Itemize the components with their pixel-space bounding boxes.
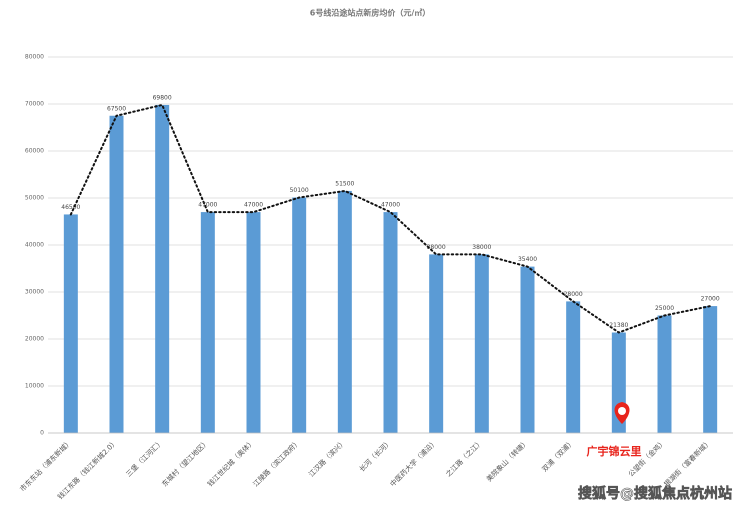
value-label: 35400 [518, 256, 537, 263]
x-tick-label: 市东东站（浦东新城） [18, 437, 74, 493]
watermark: 搜狐号@搜狐焦点杭州站 [578, 485, 732, 502]
x-tick-label: 之江路（之江） [444, 437, 485, 478]
x-tick-label: 三堡（江河汇） [124, 437, 165, 478]
bar [474, 254, 489, 433]
y-tick-label: 30000 [25, 289, 44, 296]
bar [337, 190, 352, 433]
y-tick-label: 60000 [25, 148, 44, 155]
x-tick-label: 中医药大学（浦沿） [388, 437, 439, 488]
x-tick-label: 江汉路（滨兴） [307, 437, 348, 478]
y-tick-label: 10000 [25, 383, 44, 390]
location-pin [614, 402, 630, 424]
value-label: 47000 [381, 202, 400, 209]
bar [109, 115, 124, 433]
y-tick-label: 70000 [25, 101, 44, 108]
value-label: 51500 [335, 180, 354, 187]
bar [200, 212, 215, 433]
bar [566, 301, 581, 433]
x-tick-label: 长河（长河） [357, 437, 393, 473]
bar [246, 212, 261, 433]
chart-title: 6号线沿途站点新房均价（元/㎡） [310, 8, 431, 18]
value-label: 21380 [609, 322, 628, 329]
x-tick-label: 美院象山（转塘） [484, 437, 530, 483]
trend-line [69, 103, 712, 334]
bar [383, 212, 398, 433]
value-label: 27000 [701, 296, 720, 303]
value-label: 67500 [107, 105, 126, 112]
value-label: 38000 [472, 244, 491, 251]
value-label: 46500 [61, 204, 80, 211]
y-tick-label: 50000 [25, 195, 44, 202]
bar [520, 266, 535, 433]
value-label: 25000 [655, 305, 674, 312]
value-label: 50100 [290, 187, 309, 194]
value-label: 28000 [564, 291, 583, 298]
value-label: 47000 [244, 202, 263, 209]
y-tick-label: 80000 [25, 54, 44, 61]
bar [703, 306, 718, 433]
x-tick-label: 江陵路（滨江政府） [251, 437, 302, 488]
value-label: 38000 [427, 244, 446, 251]
value-label: 69800 [153, 94, 172, 101]
bar [657, 315, 672, 433]
y-tick-label: 0 [40, 430, 44, 437]
y-tick-label: 40000 [25, 242, 44, 249]
bar [292, 197, 307, 433]
x-tick-label: 钱江世纪城（奥体） [205, 437, 256, 488]
bar [429, 254, 444, 433]
x-tick-label: 银湖街（富春新城） [662, 437, 713, 488]
x-tick-label: 东城村（望江地区） [160, 437, 211, 488]
annotation: 广宇锦云里 [587, 444, 642, 458]
bar [155, 104, 170, 433]
bar [63, 214, 78, 433]
value-label: 47000 [198, 202, 217, 209]
x-tick-label: 双浦（双浦） [540, 437, 576, 473]
y-tick-label: 20000 [25, 336, 44, 343]
